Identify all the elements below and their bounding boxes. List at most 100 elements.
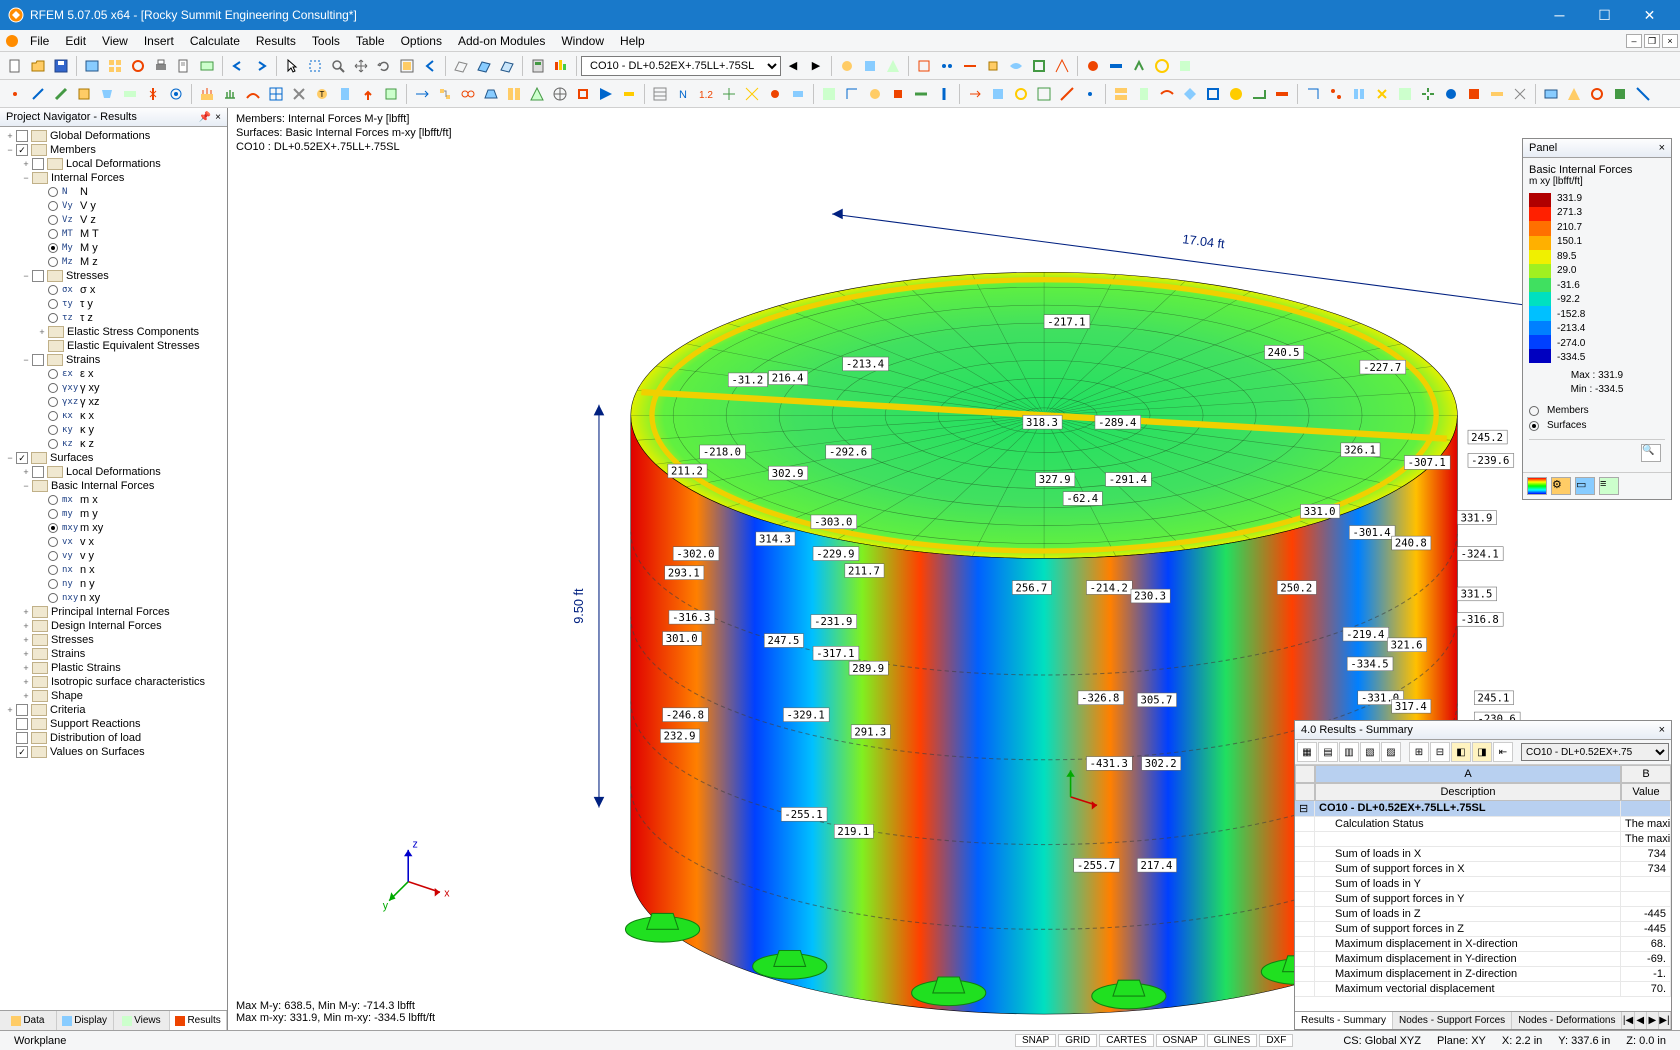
tb2-newnode[interactable] (4, 83, 26, 105)
results-combo[interactable]: CO10 - DL+0.52EX+.75 (1521, 743, 1669, 761)
tb2-d4[interactable] (718, 83, 740, 105)
tb2-i1[interactable] (1540, 83, 1562, 105)
panel-close[interactable]: × (1659, 142, 1665, 154)
tb2-f6[interactable] (1079, 83, 1101, 105)
tb2-b9[interactable] (380, 83, 402, 105)
menu-calculate[interactable]: Calculate (182, 32, 248, 50)
tb2-b1[interactable] (196, 83, 218, 105)
tb-print[interactable] (150, 55, 172, 77)
tb2-a6[interactable] (119, 83, 141, 105)
tb-x4[interactable] (913, 55, 935, 77)
tb2-d7[interactable] (787, 83, 809, 105)
panel-radio-surfaces[interactable]: Surfaces (1529, 418, 1665, 433)
menu-table[interactable]: Table (348, 32, 393, 50)
tb-wireframe[interactable] (450, 55, 472, 77)
tb2-b2[interactable] (219, 83, 241, 105)
tree-item[interactable]: κzκ z (0, 437, 227, 451)
maximize-button[interactable]: ☐ (1582, 0, 1627, 30)
tb2-h3[interactable] (1348, 83, 1370, 105)
tree-item[interactable]: κyκ y (0, 423, 227, 437)
tb-projectmgr[interactable] (81, 55, 103, 77)
tb-x1[interactable] (836, 55, 858, 77)
tb-x3[interactable] (882, 55, 904, 77)
rtb-5[interactable]: ▨ (1381, 742, 1401, 762)
results-row[interactable]: Calculation StatusThe maxi (1295, 817, 1671, 832)
tree-item[interactable]: τyτ y (0, 297, 227, 311)
tree-item[interactable]: εxε x (0, 367, 227, 381)
tree-item[interactable]: +Criteria (0, 703, 227, 717)
tb2-h1[interactable] (1302, 83, 1324, 105)
tree-item[interactable]: MzM z (0, 255, 227, 269)
results-tab-summary[interactable]: Results - Summary (1295, 1012, 1393, 1029)
menu-help[interactable]: Help (612, 32, 653, 50)
tb2-e4[interactable] (887, 83, 909, 105)
tree-item[interactable]: nxn x (0, 563, 227, 577)
loadcase-combo[interactable]: CO10 - DL+0.52EX+.75LL+.75SL (581, 56, 781, 76)
tree-item[interactable]: mxm x (0, 493, 227, 507)
panel-zoom-icon[interactable]: 🔍 (1641, 444, 1661, 462)
tb2-h6[interactable] (1417, 83, 1439, 105)
tb2-e3[interactable] (864, 83, 886, 105)
tb-calc[interactable] (527, 55, 549, 77)
tb2-g5[interactable] (1202, 83, 1224, 105)
tb2-g8[interactable] (1271, 83, 1293, 105)
tb-cursor[interactable] (281, 55, 303, 77)
mdi-restore[interactable]: ❐ (1644, 34, 1660, 48)
nav-tab-display[interactable]: Display (57, 1011, 114, 1030)
tree-item[interactable]: Support Reactions (0, 717, 227, 731)
tb-x13[interactable] (1128, 55, 1150, 77)
rtb-9[interactable]: ◨ (1472, 742, 1492, 762)
tb-new[interactable] (4, 55, 26, 77)
tree-item[interactable]: −Stresses (0, 269, 227, 283)
results-tab-prev[interactable]: ◀ (1635, 1012, 1647, 1029)
results-tab-last[interactable]: ▶| (1659, 1012, 1671, 1029)
tb2-h7[interactable] (1440, 83, 1462, 105)
tb-move[interactable] (350, 55, 372, 77)
tb2-b8[interactable] (357, 83, 379, 105)
results-row[interactable]: Sum of support forces in X734 (1295, 862, 1671, 877)
rtb-6[interactable]: ⊞ (1409, 742, 1429, 762)
nav-tab-data[interactable]: Data (0, 1011, 57, 1030)
menu-edit[interactable]: Edit (57, 32, 94, 50)
status-osnap[interactable]: OSNAP (1156, 1034, 1205, 1047)
tree-item[interactable]: +Strains (0, 647, 227, 661)
tb2-h8[interactable] (1463, 83, 1485, 105)
results-row[interactable]: Sum of support forces in Y (1295, 892, 1671, 907)
rtb-1[interactable]: ▦ (1297, 742, 1317, 762)
tb2-b6[interactable]: T (311, 83, 333, 105)
panel-btn-4[interactable]: ≡ (1599, 477, 1619, 495)
tb-undo[interactable] (227, 55, 249, 77)
tb-x2[interactable] (859, 55, 881, 77)
tree-item[interactable]: +Local Deformations (0, 465, 227, 479)
tree-item[interactable]: vxv x (0, 535, 227, 549)
tb2-newsurf[interactable] (73, 83, 95, 105)
tb-x5[interactable] (936, 55, 958, 77)
tree-item[interactable]: −Members (0, 143, 227, 157)
tree-item[interactable]: Distribution of load (0, 731, 227, 745)
tb2-g7[interactable] (1248, 83, 1270, 105)
tb2-b7[interactable] (334, 83, 356, 105)
tree-item[interactable]: +Shape (0, 689, 227, 703)
tb2-d3[interactable]: 1.2 (695, 83, 717, 105)
tb2-a5[interactable] (96, 83, 118, 105)
tb-select[interactable] (304, 55, 326, 77)
tb2-i4[interactable] (1609, 83, 1631, 105)
rtb-10[interactable]: ⇤ (1493, 742, 1513, 762)
tb2-c3[interactable] (457, 83, 479, 105)
tb-x6[interactable] (959, 55, 981, 77)
tb-zoom[interactable] (327, 55, 349, 77)
tb2-f1[interactable] (964, 83, 986, 105)
menu-results[interactable]: Results (248, 32, 304, 50)
rtb-3[interactable]: ▥ (1339, 742, 1359, 762)
mdi-close[interactable]: × (1662, 34, 1678, 48)
tree-item[interactable]: +Global Deformations (0, 129, 227, 143)
results-tab-next[interactable]: ▶ (1647, 1012, 1659, 1029)
tree-item[interactable]: −Internal Forces (0, 171, 227, 185)
tree-item[interactable]: γxzγ xz (0, 395, 227, 409)
minimize-button[interactable]: ─ (1537, 0, 1582, 30)
tree-item[interactable]: −Strains (0, 353, 227, 367)
results-row[interactable]: Maximum displacement in Y-direction-69. (1295, 952, 1671, 967)
tree-item[interactable]: −Basic Internal Forces (0, 479, 227, 493)
tb-showall[interactable] (396, 55, 418, 77)
tb2-b5[interactable] (288, 83, 310, 105)
